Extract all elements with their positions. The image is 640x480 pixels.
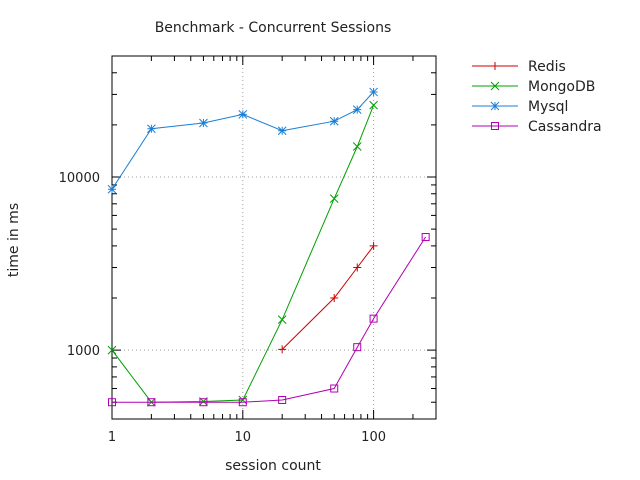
series-line-mongodb <box>111 105 375 403</box>
legend-item-mysql: Mysql <box>472 99 568 115</box>
series-line-redis <box>281 245 374 350</box>
legend: Redis MongoDB Mysql Cassandra <box>472 59 602 135</box>
y-tick-label: 10000 <box>59 171 100 186</box>
data-point-mysql <box>147 124 156 134</box>
data-point-cassandra <box>147 398 156 407</box>
series-redis <box>278 241 378 354</box>
legend-label-cassandra: Cassandra <box>528 119 602 135</box>
legend-label-redis: Redis <box>528 59 566 75</box>
x-tick-label: 10 <box>235 430 252 445</box>
data-point-mongodb <box>107 345 117 355</box>
data-point-cassandra <box>369 314 378 323</box>
data-point-redis <box>330 294 339 302</box>
data-point-mysql <box>107 184 117 194</box>
series-mysql <box>107 87 378 194</box>
data-point-mongodb <box>329 194 339 203</box>
data-point-redis <box>353 263 362 272</box>
legend-label-mysql: Mysql <box>528 99 568 115</box>
plot-frame <box>111 55 437 420</box>
data-point-mysql <box>329 116 339 126</box>
data-point-redis <box>278 345 287 354</box>
data-point-mongodb <box>369 100 378 110</box>
data-point-mysql <box>352 105 362 114</box>
legend-label-mongodb: MongoDB <box>528 79 595 95</box>
chart-title: Benchmark - Concurrent Sessions <box>155 20 392 36</box>
data-point-cassandra <box>108 398 116 407</box>
legend-item-cassandra: Cassandra <box>472 119 602 135</box>
data-point-cassandra <box>238 398 247 407</box>
data-point-mysql <box>369 87 378 97</box>
data-point-cassandra <box>330 384 339 393</box>
x-tick-label: 100 <box>361 430 386 445</box>
data-point-mongodb <box>352 142 362 151</box>
legend-marker-mongodb <box>490 81 500 91</box>
data-point-mysql <box>238 110 248 119</box>
data-point-cassandra <box>353 343 362 352</box>
axis-ticks: 1 10 100 1000 10000 <box>59 55 437 445</box>
x-axis-label: session count <box>225 458 321 474</box>
data-point-cassandra <box>199 398 208 407</box>
data-series <box>107 87 430 407</box>
x-tick-label: 1 <box>108 430 116 445</box>
y-tick-label: 1000 <box>67 344 100 359</box>
series-line-mysql <box>111 91 374 190</box>
data-point-mongodb <box>277 315 287 324</box>
grid-lines <box>111 56 436 419</box>
legend-marker-cassandra <box>491 122 499 130</box>
data-point-mysql <box>199 118 208 128</box>
data-point-cassandra <box>421 233 430 242</box>
series-line-cassandra <box>112 236 427 403</box>
legend-marker-redis <box>491 62 499 70</box>
y-axis-label: time in ms <box>6 203 22 277</box>
data-point-cassandra <box>278 396 287 405</box>
legend-marker-mysql <box>490 101 500 111</box>
data-point-redis <box>369 241 378 250</box>
series-cassandra <box>108 233 430 407</box>
legend-item-mongodb: MongoDB <box>472 79 595 95</box>
legend-item-redis: Redis <box>472 59 566 75</box>
data-point-mysql <box>277 126 287 136</box>
